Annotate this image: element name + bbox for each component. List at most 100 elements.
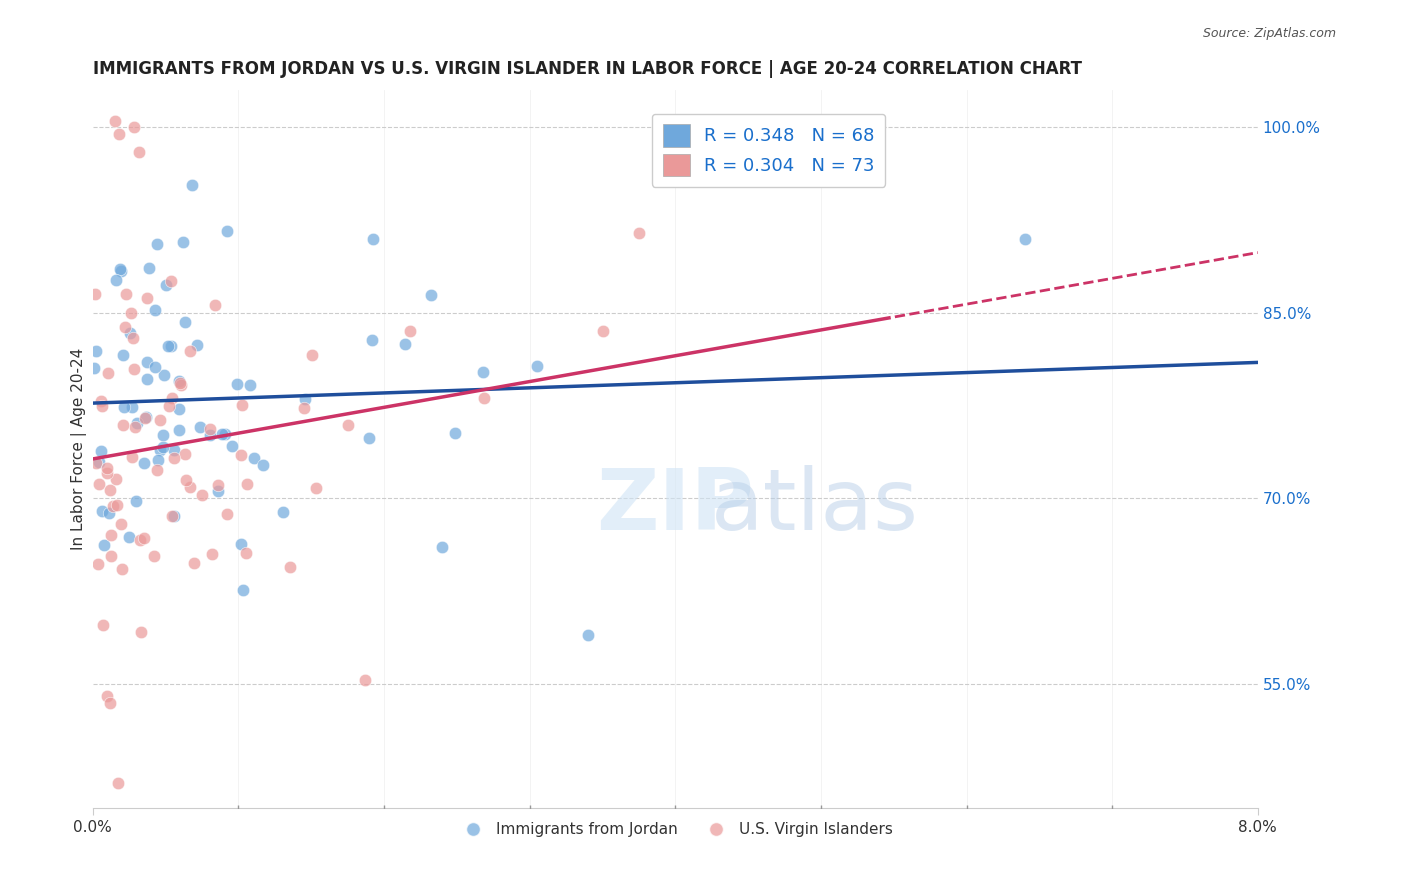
Point [576, 627, 599, 641]
Point [125, 494, 148, 508]
Point [221, 438, 243, 452]
Point [146, 452, 169, 467]
Point [104, 272, 127, 286]
Point [107, 776, 129, 790]
Point [149, 413, 172, 427]
Point [86, 456, 108, 470]
Point [115, 286, 138, 301]
Point [134, 411, 156, 425]
Legend: Immigrants from Jordan, U.S. Virgin Islanders: Immigrants from Jordan, U.S. Virgin Isla… [451, 816, 898, 843]
Point [84, 287, 107, 301]
Point [353, 673, 375, 688]
Point [179, 480, 201, 494]
Text: IMMIGRANTS FROM JORDAN VS U.S. VIRGIN ISLANDER IN LABOR FORCE | AGE 20-24 CORREL: IMMIGRANTS FROM JORDAN VS U.S. VIRGIN IS… [93, 60, 1081, 78]
Point [235, 476, 257, 491]
Point [135, 372, 157, 386]
Text: atlas: atlas [711, 465, 920, 548]
Point [98, 506, 121, 520]
Point [271, 505, 294, 519]
Point [120, 305, 142, 319]
Point [243, 450, 266, 465]
Point [149, 443, 172, 458]
Point [235, 546, 257, 560]
Point [104, 114, 127, 128]
Point [101, 500, 124, 514]
Point [128, 145, 150, 160]
Point [231, 448, 253, 462]
Point [111, 418, 134, 433]
Point [112, 348, 135, 362]
Point [146, 463, 169, 477]
Point [110, 264, 132, 278]
Point [201, 547, 224, 561]
Point [84, 344, 107, 359]
Point [229, 537, 252, 551]
Point [98, 483, 121, 498]
Point [112, 400, 135, 414]
Point [118, 530, 141, 544]
Point [91, 618, 114, 632]
Point [172, 235, 194, 250]
Point [186, 338, 208, 352]
Point [138, 260, 160, 275]
Point [152, 427, 174, 442]
Point [430, 540, 453, 554]
Point [162, 508, 184, 523]
Point [174, 473, 197, 487]
Point [122, 331, 145, 345]
Text: ZIP: ZIP [596, 465, 754, 548]
Point [96, 466, 118, 480]
Point [157, 339, 180, 353]
Point [215, 224, 238, 238]
Point [129, 533, 152, 547]
Point [121, 450, 143, 465]
Point [592, 325, 614, 339]
Point [183, 556, 205, 570]
Point [394, 336, 416, 351]
Point [239, 377, 262, 392]
Point [98, 696, 121, 710]
Point [170, 377, 193, 392]
Point [145, 237, 167, 252]
Point [136, 292, 159, 306]
Point [173, 447, 195, 461]
Point [100, 528, 122, 542]
Point [294, 392, 316, 407]
Point [361, 232, 384, 246]
Point [179, 344, 201, 359]
Point [114, 320, 136, 334]
Point [162, 450, 184, 465]
Point [472, 391, 495, 405]
Point [143, 359, 166, 374]
Point [361, 334, 384, 348]
Point [1014, 232, 1036, 246]
Point [135, 410, 157, 425]
Point [108, 127, 131, 141]
Point [129, 625, 152, 640]
Point [627, 226, 650, 240]
Point [160, 391, 183, 405]
Point [91, 399, 114, 413]
Point [292, 401, 315, 415]
Point [207, 483, 229, 498]
Point [152, 441, 174, 455]
Point [188, 420, 211, 434]
Point [207, 478, 229, 492]
Point [211, 427, 233, 442]
Point [160, 339, 183, 353]
Point [160, 509, 183, 524]
Point [124, 420, 146, 434]
Point [153, 368, 176, 382]
Point [278, 560, 301, 574]
Point [96, 461, 118, 475]
Point [155, 277, 177, 292]
Point [83, 361, 105, 376]
Point [169, 401, 191, 416]
Point [142, 549, 165, 563]
Point [89, 477, 111, 491]
Point [100, 549, 122, 564]
Y-axis label: In Labor Force | Age 20-24: In Labor Force | Age 20-24 [72, 348, 87, 550]
Point [231, 398, 253, 412]
Point [214, 426, 236, 441]
Point [96, 690, 118, 704]
